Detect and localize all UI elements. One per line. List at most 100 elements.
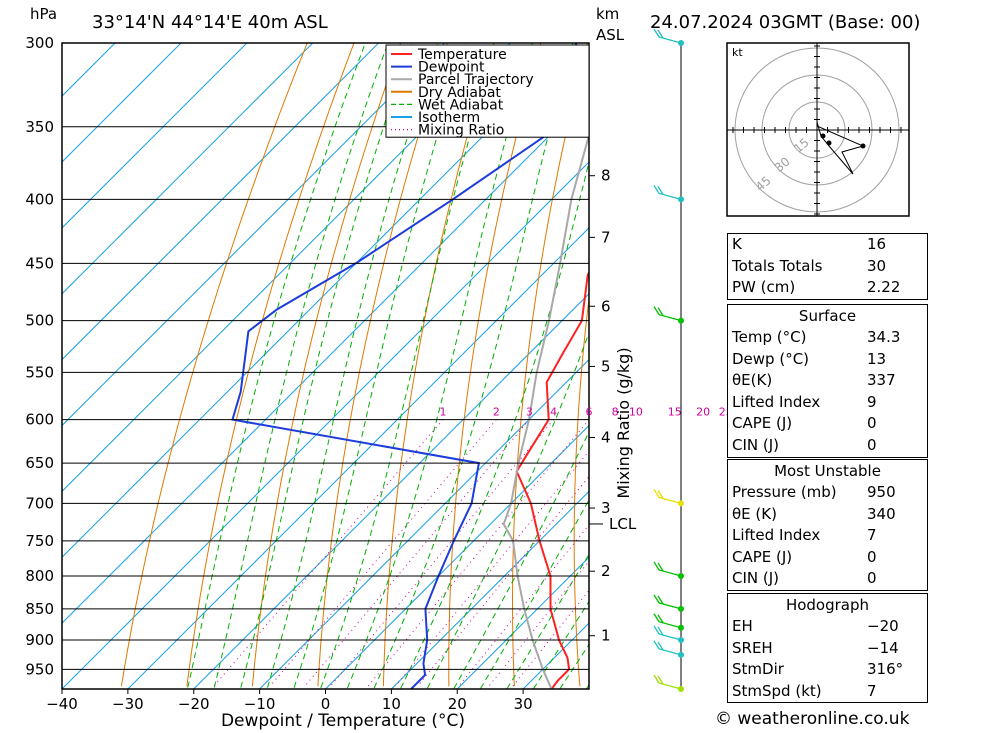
isotherm-line	[62, 161, 589, 689]
km-tick-label: 5	[601, 357, 611, 375]
mixing-ratio-line	[304, 419, 530, 687]
isotherm-line	[62, 43, 379, 361]
isotherm-line	[127, 227, 589, 689]
temp-tick-label: −30	[112, 695, 144, 713]
most-unstable-value: 0	[867, 547, 877, 566]
wet-adiabat-line	[373, 43, 574, 689]
mixing-ratio-line	[458, 524, 589, 687]
chart-series	[231, 43, 589, 689]
mixing-ratio-line	[395, 450, 589, 687]
temp-tick-label: 0	[321, 695, 331, 713]
isotherm-line	[391, 490, 589, 689]
most-unstable-label: Pressure (mb)	[732, 483, 837, 501]
mixing-ratio-label: 4	[550, 406, 557, 419]
wind-barb	[653, 489, 682, 505]
dry-adiabat-line	[120, 43, 308, 687]
credit-text[interactable]: © weatheronline.co.uk	[715, 709, 910, 729]
wind-barb	[653, 561, 682, 577]
indices-panel: K 16 Totals Totals 30 PW (cm) 2.22	[727, 233, 928, 300]
parcel-trajectory-line	[502, 131, 589, 689]
wind-barb	[653, 306, 682, 322]
chart-labels: 1 2 3 4 6 8 10 15 20 2530035040045050055060065070…	[25, 34, 732, 713]
index-label: Totals Totals	[732, 256, 823, 275]
most-unstable-panel: Most Unstable Pressure (mb) 950 θE (K) 340 L…	[727, 459, 928, 591]
most-unstable-label: θE (K)	[732, 504, 777, 523]
wind-barb-flag	[657, 307, 664, 316]
temp-tick-label: 30	[514, 695, 533, 713]
wind-barb-flag	[657, 490, 664, 499]
index-row: Totals Totals 30	[728, 256, 927, 278]
wind-barb	[653, 28, 682, 44]
pressure-tick-label: 600	[25, 411, 54, 429]
km-tick-label: 2	[601, 562, 611, 580]
mixing-ratio-axis-label: Mixing Ratio (g/kg)	[614, 347, 633, 498]
isotherm-line	[62, 43, 511, 493]
temp-tick-label: 20	[448, 695, 467, 713]
isotherm-line	[62, 95, 589, 624]
legend-entry: Temperature	[417, 47, 507, 63]
temp-tick-label: −40	[46, 695, 78, 713]
wet-adiabat-line	[453, 430, 589, 689]
km-tick-label: 3	[601, 499, 611, 517]
surface-title: Surface	[798, 307, 857, 325]
wind-barb	[653, 640, 682, 656]
hodograph-params-title: Hodograph	[785, 596, 870, 614]
hodograph-point	[820, 133, 826, 139]
isotherm-line	[325, 424, 589, 689]
wind-barb-flag	[657, 562, 664, 572]
wind-profile	[653, 28, 684, 692]
isotherm-line	[62, 43, 182, 163]
temp-tick-label: −20	[178, 695, 210, 713]
surface-row: Dewp (°C) 13	[728, 349, 927, 371]
mixing-ratio-label: 15	[668, 406, 682, 419]
dry-adiabat-line	[958, 43, 1000, 686]
surface-label: CAPE (J)	[732, 414, 793, 433]
dry-adiabat-line	[512, 43, 588, 687]
dry-adiabat-line	[186, 43, 355, 687]
surface-row: CAPE (J) 0	[728, 413, 927, 435]
legend-entry: Dewpoint	[418, 60, 485, 76]
surface-row: Temp (°C) 34.3	[728, 327, 927, 349]
pressure-tick-label: 700	[25, 494, 54, 512]
surface-value: 34.3	[867, 328, 901, 346]
mixing-ratio-line	[213, 419, 444, 687]
hodograph-param-value: −20	[867, 617, 899, 635]
surface-label: θE(K)	[732, 371, 773, 390]
km-tick-label: 1	[601, 627, 611, 645]
wet-adiabat-line	[346, 43, 533, 689]
hodograph-param-value: 316°	[867, 660, 904, 679]
legend-entry: Parcel Trajectory	[418, 72, 534, 88]
pressure-tick-label: 800	[25, 567, 54, 585]
hodograph-param-label: StmDir	[732, 660, 784, 679]
most-unstable-value: 7	[867, 526, 877, 545]
most-unstable-value: 340	[867, 504, 896, 523]
isotherm-line	[62, 43, 248, 229]
asl-unit-label: ASL	[596, 26, 625, 44]
pressure-tick-label: 900	[25, 631, 54, 649]
dry-adiabat-line	[692, 43, 728, 686]
wind-barb-flag	[657, 641, 664, 651]
km-tick-label: 4	[601, 428, 611, 446]
wet-adiabat-line	[293, 43, 467, 689]
mixing-ratio-label: 10	[629, 406, 643, 419]
pressure-tick-label: 750	[25, 532, 54, 550]
pressure-tick-label: 650	[25, 454, 54, 472]
most-unstable-row: θE (K) 340	[728, 504, 927, 526]
km-tick-label: 8	[601, 167, 611, 185]
hodograph-param-row: StmDir 316°	[728, 659, 927, 681]
hodograph-unit-label: kt	[732, 46, 743, 59]
surface-panel: Surface Temp (°C) 34.3 Dewp (°C) 13 θE(K) 337…	[727, 304, 928, 458]
surface-label: Lifted Index	[732, 392, 821, 411]
dewpoint-line	[231, 43, 578, 689]
hodograph-param-label: EH	[732, 617, 753, 635]
isotherm-line	[62, 43, 314, 295]
legend-entry: Isotherm	[418, 110, 480, 126]
mixing-ratio-line	[330, 419, 554, 687]
wind-barb	[653, 674, 682, 690]
index-label: PW (cm)	[732, 278, 796, 297]
x-axis-label: Dewpoint / Temperature (°C)	[221, 711, 465, 731]
surface-row: CIN (J) 0	[728, 435, 927, 457]
legend-entry: Wet Adiabat	[418, 97, 504, 113]
hodograph-param-row: SREH −14	[728, 638, 927, 660]
